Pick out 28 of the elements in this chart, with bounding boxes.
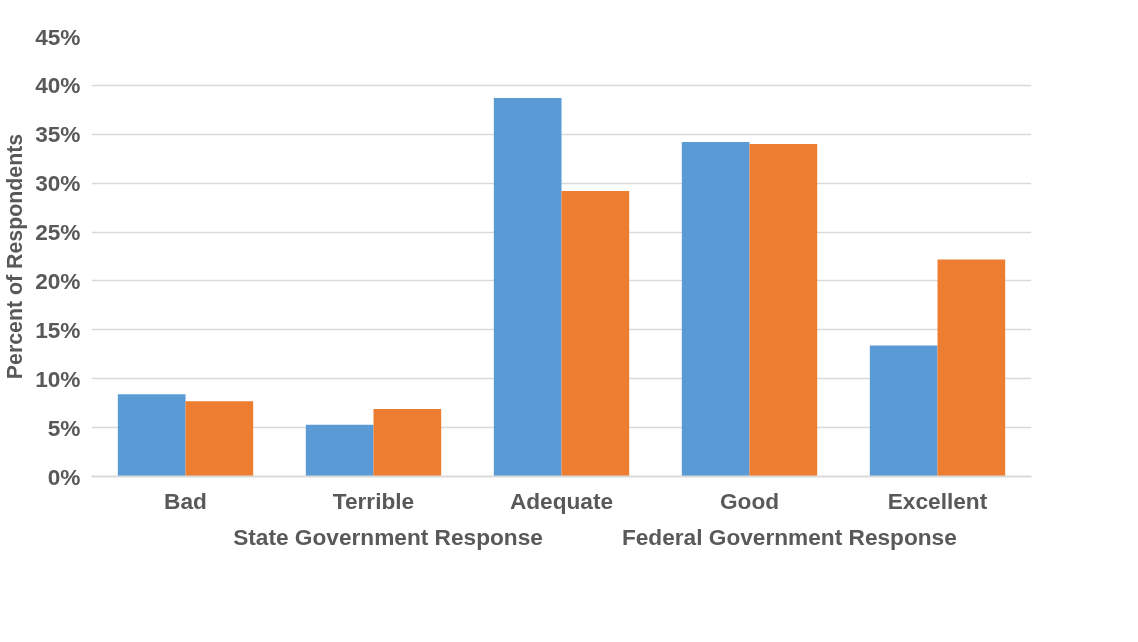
y-tick-label: 15% [35, 316, 81, 343]
bar [305, 424, 374, 477]
bar [117, 394, 186, 477]
y-tick-label: 10% [35, 365, 81, 392]
x-tick-label: Good [719, 487, 780, 514]
bar [185, 401, 254, 477]
text: State Government Response [233, 524, 543, 551]
bar [373, 409, 442, 477]
bar [561, 190, 630, 477]
x-tick-label: Bad [164, 487, 207, 514]
bar [493, 98, 562, 477]
y-tick-label: 35% [35, 121, 81, 148]
bar [681, 142, 750, 477]
x-tick-label: Adequate [509, 487, 614, 514]
y-tick-label: 20% [35, 267, 81, 294]
y-axis-title: Percent of Respondents [3, 133, 28, 380]
text: Federal Government Response [621, 524, 957, 551]
bar [937, 259, 1006, 477]
y-tick-label: 45% [35, 23, 81, 50]
bar [869, 345, 938, 477]
y-tick-label: 0% [47, 463, 81, 490]
x-tick-label: Excellent [887, 487, 988, 514]
y-tick-label: 40% [35, 72, 81, 99]
x-tick-label: Terrible [332, 487, 415, 514]
y-tick-label: 5% [47, 414, 81, 441]
bar [749, 144, 818, 477]
y-tick-label: 30% [35, 170, 81, 197]
y-tick-label: 25% [35, 219, 81, 246]
